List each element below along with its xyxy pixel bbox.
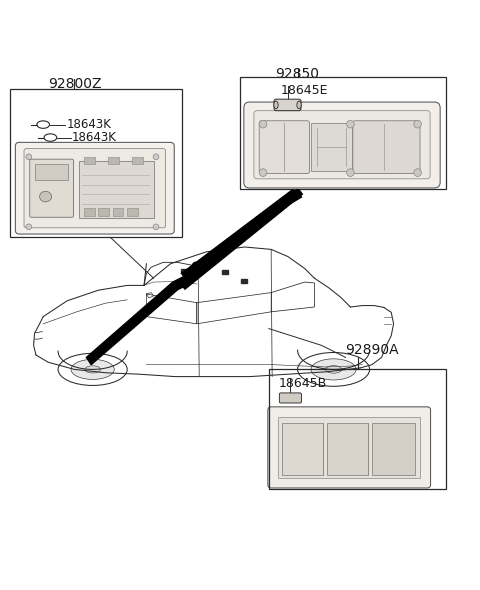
Circle shape — [259, 120, 267, 128]
Bar — [222, 270, 228, 274]
FancyBboxPatch shape — [254, 111, 430, 179]
FancyBboxPatch shape — [353, 121, 420, 173]
Bar — [240, 77, 446, 189]
Circle shape — [153, 224, 159, 230]
Ellipse shape — [297, 101, 301, 109]
Circle shape — [26, 154, 32, 160]
Ellipse shape — [85, 366, 100, 373]
Circle shape — [414, 169, 421, 176]
FancyBboxPatch shape — [259, 121, 310, 173]
Circle shape — [347, 120, 354, 128]
Text: 92800Z: 92800Z — [48, 77, 101, 91]
Text: 18643K: 18643K — [66, 118, 111, 131]
FancyBboxPatch shape — [30, 159, 73, 217]
Bar — [278, 417, 420, 478]
FancyBboxPatch shape — [279, 393, 301, 403]
Bar — [327, 423, 368, 475]
Ellipse shape — [71, 359, 114, 379]
Ellipse shape — [39, 191, 52, 202]
Bar — [311, 123, 352, 171]
FancyBboxPatch shape — [15, 142, 174, 234]
Bar — [127, 208, 138, 216]
Polygon shape — [86, 277, 188, 365]
Circle shape — [414, 120, 421, 128]
Bar — [181, 268, 189, 273]
Ellipse shape — [311, 359, 356, 380]
Bar — [84, 157, 95, 165]
Circle shape — [26, 224, 32, 230]
Circle shape — [259, 169, 267, 176]
Bar — [35, 164, 68, 180]
Text: 92850: 92850 — [276, 67, 320, 81]
Bar — [113, 208, 123, 216]
Text: 92890A: 92890A — [346, 343, 399, 358]
Circle shape — [153, 154, 159, 160]
Ellipse shape — [325, 366, 342, 373]
FancyBboxPatch shape — [268, 407, 431, 488]
FancyBboxPatch shape — [244, 102, 440, 188]
FancyBboxPatch shape — [274, 99, 301, 111]
Bar — [108, 157, 119, 165]
FancyBboxPatch shape — [24, 149, 166, 228]
Bar — [10, 88, 182, 237]
Text: 18645E: 18645E — [281, 84, 328, 97]
Bar — [132, 157, 143, 165]
Bar — [372, 423, 415, 475]
Bar — [79, 160, 154, 218]
Text: 18645B: 18645B — [278, 376, 327, 389]
Bar — [84, 208, 95, 216]
Bar — [98, 208, 109, 216]
Bar — [241, 278, 247, 283]
Bar — [269, 369, 446, 489]
Ellipse shape — [274, 101, 278, 109]
Text: 18643K: 18643K — [72, 131, 117, 144]
Bar — [282, 423, 323, 475]
Circle shape — [347, 169, 354, 176]
Polygon shape — [180, 189, 301, 289]
